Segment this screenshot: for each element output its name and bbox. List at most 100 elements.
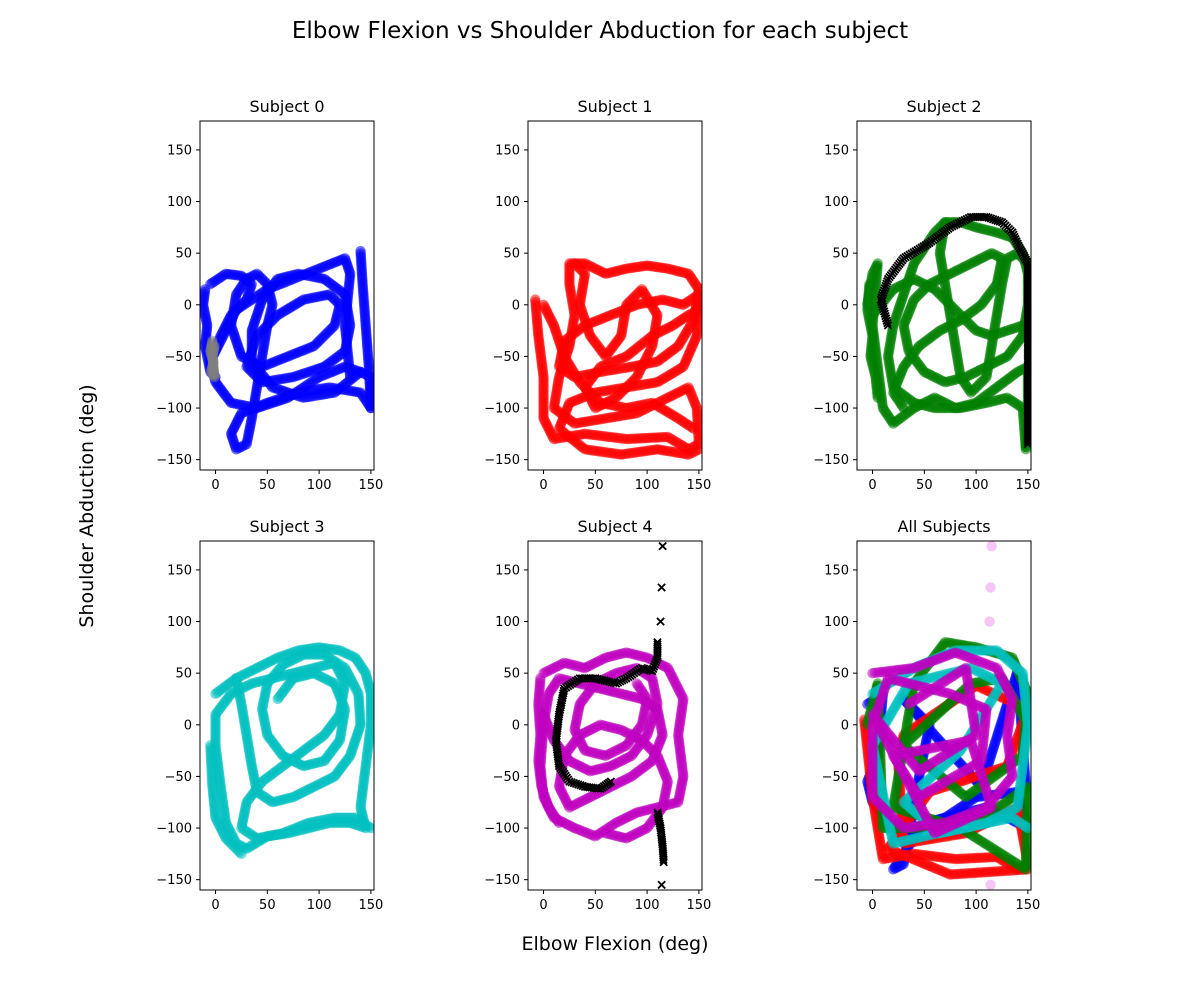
y-tick-label: −50 [822, 350, 849, 365]
x-tick-label: 0 [211, 478, 219, 493]
x-tick-label: 50 [259, 478, 276, 493]
x-tick-label: 0 [868, 478, 876, 493]
x-tick-label: 150 [358, 898, 383, 913]
y-tick-label: −150 [156, 873, 192, 888]
data-point [355, 366, 366, 378]
data-point [878, 290, 887, 300]
y-tick-label: 50 [832, 247, 849, 262]
series-1 [551, 637, 668, 867]
series-0 [862, 216, 1031, 455]
x-tick-label: 50 [259, 898, 276, 913]
y-tick-label: −100 [156, 402, 192, 417]
data-point [209, 340, 220, 352]
y-tick-label: −150 [484, 453, 520, 468]
axes-frame [199, 540, 375, 891]
subplot-title: All Subjects [897, 517, 990, 536]
data-point [883, 277, 892, 286]
data-point [879, 288, 888, 297]
y-tick-label: 100 [167, 615, 192, 630]
x-tick-label: 50 [587, 898, 604, 913]
x-tick-label: 100 [635, 898, 660, 913]
y-tick-label: −50 [493, 770, 520, 785]
x-tick-label: 50 [916, 478, 933, 493]
series-0 [530, 258, 702, 460]
series-0 [533, 647, 689, 844]
y-tick-label: −100 [484, 402, 520, 417]
data-point [606, 777, 616, 786]
y-tick-label: 50 [503, 247, 520, 262]
data-point [344, 371, 356, 383]
figure-xlabel: Elbow Flexion (deg) [522, 933, 709, 955]
axes-frame [527, 120, 703, 471]
data-point [898, 402, 909, 414]
y-tick-label: −100 [156, 822, 192, 837]
data-point [553, 817, 565, 829]
figure-title: Elbow Flexion vs Shoulder Abduction for … [292, 18, 908, 44]
data-point [877, 293, 886, 302]
data-point [995, 217, 1005, 226]
y-tick-label: −150 [484, 873, 520, 888]
x-tick-label: 100 [307, 898, 332, 913]
x-tick-label: 150 [1015, 478, 1040, 493]
y-tick-label: 100 [495, 615, 520, 630]
y-tick-label: 0 [841, 298, 849, 313]
y-tick-label: 150 [824, 143, 849, 158]
data-point [872, 392, 883, 403]
x-tick-label: 150 [686, 478, 711, 493]
y-tick-label: 150 [495, 143, 520, 158]
x-tick-label: 0 [539, 898, 547, 913]
scatter-marks [205, 642, 374, 860]
data-point [653, 637, 662, 647]
scatter-marks [859, 541, 1031, 890]
data-point [1023, 439, 1031, 449]
data-point [365, 822, 374, 834]
data-point [631, 678, 642, 689]
x-tick-label: 0 [211, 898, 219, 913]
data-point [879, 286, 889, 295]
data-point [656, 617, 665, 626]
subplot-title: Subject 3 [249, 517, 324, 536]
data-point [693, 444, 702, 455]
x-tick-label: 150 [686, 898, 711, 913]
y-tick-label: 150 [167, 563, 192, 578]
y-tick-label: 100 [167, 195, 192, 210]
y-tick-label: −50 [165, 770, 192, 785]
y-tick-label: 150 [495, 563, 520, 578]
series-0 [205, 642, 374, 860]
subplot-title: Subject 0 [249, 97, 324, 116]
data-point [880, 283, 890, 293]
data-point [365, 402, 374, 414]
data-point [650, 660, 660, 669]
subplot-3: Subject 3 0 50 100 150 −150 −100 −50 0 50 100 150 [156, 517, 383, 913]
data-point [882, 279, 891, 288]
y-tick-label: −100 [484, 822, 520, 837]
data-point [659, 857, 668, 867]
figure-ylabel: Shoulder Abduction (deg) [76, 384, 98, 627]
data-point [693, 304, 702, 316]
y-tick-label: 0 [512, 718, 520, 733]
y-tick-label: −100 [813, 402, 849, 417]
series-1 [876, 212, 1031, 449]
y-tick-label: 100 [824, 195, 849, 210]
data-point [600, 828, 611, 839]
y-tick-label: −150 [156, 453, 192, 468]
x-tick-label: 0 [539, 478, 547, 493]
data-point [236, 848, 247, 860]
x-tick-label: 150 [358, 478, 383, 493]
series-0 [200, 245, 374, 455]
data-point [876, 295, 886, 304]
data-point [272, 693, 283, 705]
data-point [648, 664, 658, 674]
series-1 [205, 335, 220, 383]
data-point [881, 281, 890, 291]
series-2 [656, 541, 667, 890]
scatter-marks [200, 245, 374, 455]
y-tick-label: 0 [184, 718, 192, 733]
y-tick-label: −150 [813, 453, 849, 468]
y-tick-label: 50 [175, 667, 192, 682]
y-tick-label: 50 [503, 667, 520, 682]
